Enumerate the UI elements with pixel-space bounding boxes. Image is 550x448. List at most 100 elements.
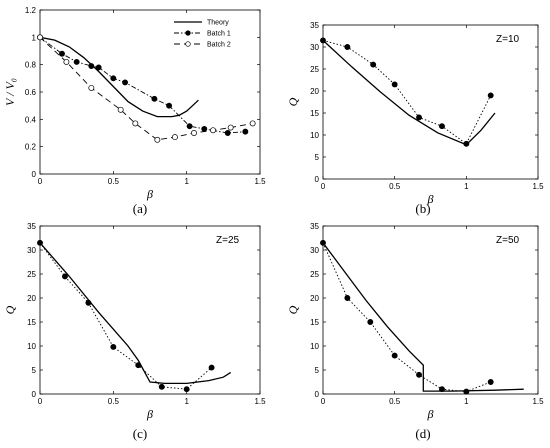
series-line-solid-0: [39, 242, 232, 385]
x-tick-label: 1.5: [254, 177, 266, 186]
legend-box: [170, 14, 256, 52]
plot-frame: [322, 225, 539, 395]
series-line-solid-0: [322, 242, 524, 392]
y-tick-label: 1: [32, 33, 37, 42]
panel-annotation: Z=10: [496, 34, 520, 45]
legend-label: Theory: [207, 20, 229, 27]
x-axis-label: β: [146, 407, 153, 421]
panel-label: (d): [415, 426, 430, 441]
y-tick-label: 25: [310, 270, 319, 279]
panel-label: (a): [133, 201, 147, 216]
y-axis-label: Q: [286, 305, 300, 314]
chart-panel-c: 0 0.5 1 1.5 0 5 10 15 20 25 30 35 β Q (c) Z=25: [3, 222, 266, 441]
y-tick-label: 25: [310, 65, 319, 74]
y-tick-label: 15: [310, 109, 319, 118]
series-line-dotted-1: [322, 242, 491, 393]
x-tick-label: 1.5: [254, 397, 266, 406]
y-tick-label: 25: [27, 270, 36, 279]
x-axis-label: β: [146, 187, 153, 201]
data-point: [186, 123, 193, 130]
data-point: [367, 319, 374, 325]
x-tick-label: 1: [464, 397, 469, 406]
panel-annotation: Z=25: [216, 235, 240, 246]
data-point: [110, 75, 117, 82]
data-point: [37, 239, 43, 246]
series-line-dotted-1: [322, 39, 492, 145]
x-tick-label: 0: [38, 397, 43, 406]
data-point: [135, 362, 142, 369]
y-axis-label: V / V₀: [3, 78, 17, 106]
data-point: [224, 130, 231, 136]
data-point: [242, 128, 249, 135]
x-tick-label: 0: [38, 177, 43, 186]
y-tick-label: 5: [32, 366, 37, 375]
data-point: [95, 64, 102, 71]
x-tick-label: 1: [184, 397, 189, 406]
y-tick-label: 35: [310, 21, 319, 30]
legend: Theory Batch 1 Batch 2: [170, 14, 256, 52]
y-tick-label: 30: [27, 246, 36, 255]
y-tick-label: 10: [310, 342, 319, 351]
data-point: [391, 81, 398, 88]
data-point: [370, 61, 377, 68]
legend-marker: [185, 41, 191, 47]
data-point: [210, 127, 217, 134]
data-point: [208, 364, 215, 371]
data-point: [463, 140, 470, 147]
data-point: [391, 352, 398, 359]
data-point: [463, 388, 470, 395]
series-line-dotted-1: [39, 242, 212, 390]
data-point: [487, 92, 494, 99]
data-point: [154, 136, 161, 143]
y-tick-label: 0: [315, 390, 320, 399]
plot-frame: [39, 225, 261, 395]
series-line-solid-0: [322, 39, 496, 146]
panel-annotation: Z=50: [496, 235, 520, 246]
data-point: [487, 379, 494, 385]
data-point: [166, 102, 173, 109]
data-point: [117, 106, 124, 113]
y-tick-label: 30: [310, 43, 319, 52]
x-tick-label: 1: [464, 182, 469, 191]
data-point: [320, 37, 326, 44]
data-point: [88, 63, 95, 69]
x-tick-label: 1.5: [532, 182, 544, 191]
y-tick-label: 0.2: [25, 143, 37, 152]
y-axis-label: Q: [3, 305, 17, 314]
data-point: [122, 79, 129, 86]
y-tick-label: 10: [310, 131, 319, 140]
chart-panel-a: 0 0.5 1 1.5 0 0.2 0.4 0.6 0.8 1 1.2 β V / V₀ (a) Theor…: [3, 6, 266, 216]
y-tick-label: 15: [27, 318, 36, 327]
x-tick-label: 0: [321, 397, 326, 406]
data-point: [191, 130, 197, 136]
y-tick-label: 0.4: [25, 115, 37, 124]
plot-frame: [322, 24, 539, 180]
y-tick-label: 15: [310, 318, 319, 327]
data-point: [344, 295, 351, 301]
series-line-batch-2: [39, 36, 253, 141]
data-point: [320, 239, 326, 246]
y-tick-label: 0: [32, 390, 37, 399]
y-tick-label: 0.6: [25, 88, 37, 97]
y-tick-label: 20: [310, 87, 319, 96]
x-tick-label: 0.5: [389, 397, 401, 406]
x-tick-label: 1: [184, 177, 189, 186]
data-point: [416, 371, 422, 378]
x-axis-label: β: [427, 407, 434, 421]
data-point: [59, 50, 65, 57]
y-tick-label: 1.2: [25, 6, 37, 15]
y-tick-label: 35: [310, 222, 319, 231]
x-tick-label: 1.5: [532, 397, 544, 406]
data-point: [73, 58, 80, 65]
data-point: [201, 125, 208, 132]
series-line-theory: [39, 36, 199, 118]
y-tick-label: 35: [27, 222, 36, 231]
y-tick-label: 20: [27, 294, 36, 303]
y-tick-label: 0: [32, 170, 37, 179]
data-point: [249, 120, 256, 127]
y-tick-label: 5: [315, 153, 320, 162]
data-point: [227, 124, 234, 131]
data-point: [439, 386, 445, 393]
data-point: [439, 123, 445, 130]
